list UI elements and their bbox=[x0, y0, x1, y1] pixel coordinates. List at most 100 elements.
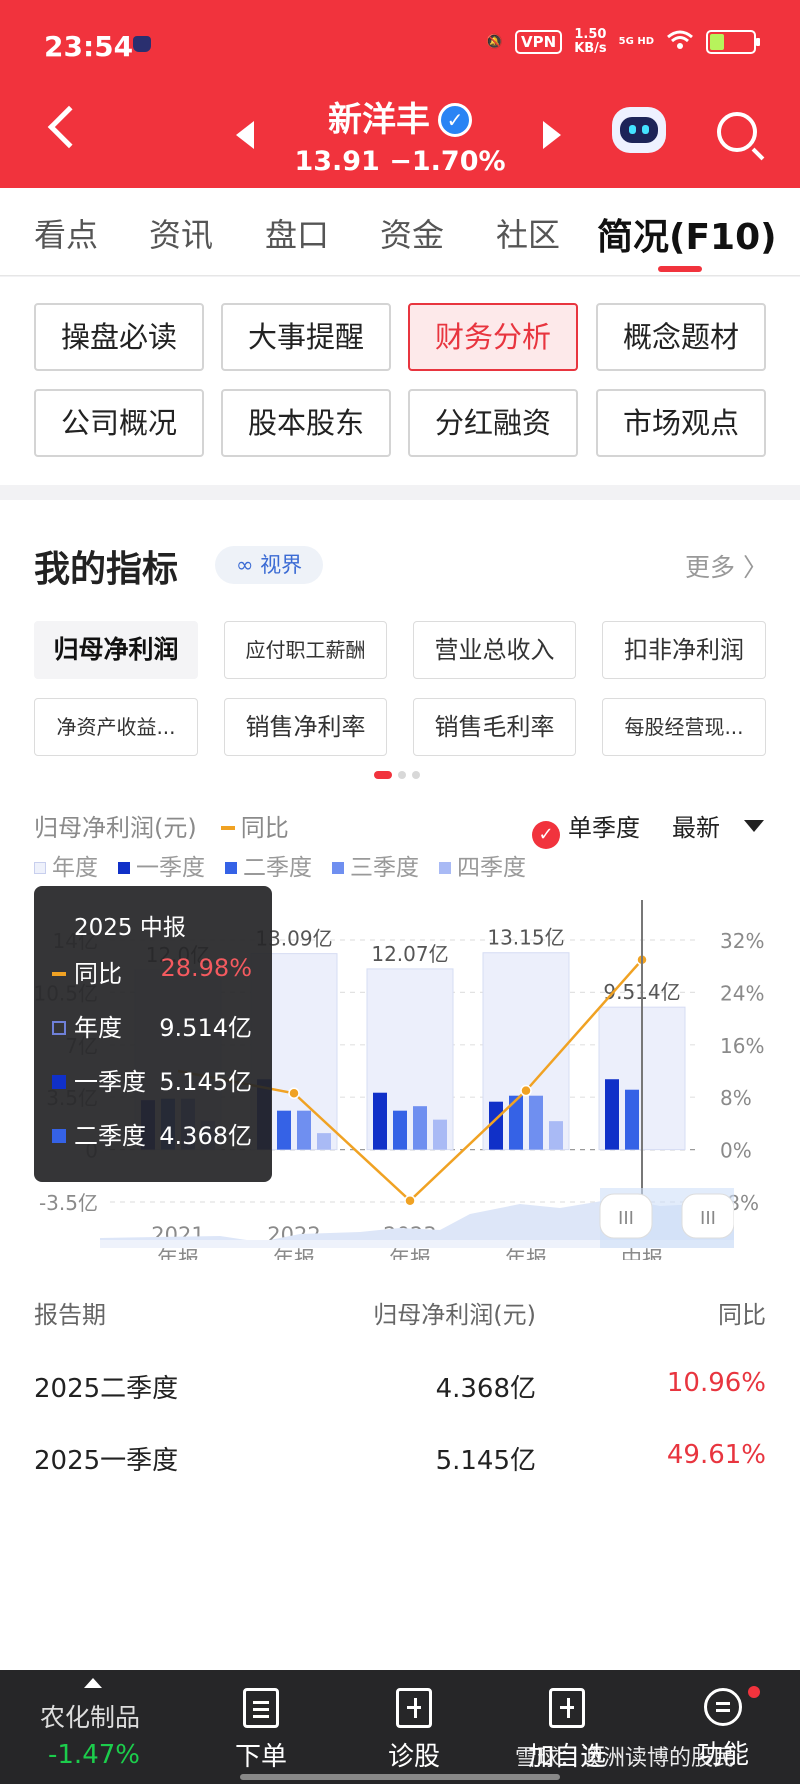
svg-text:III: III bbox=[700, 1208, 716, 1229]
tooltip-row-annual: 年度 9.514亿 bbox=[52, 1008, 266, 1043]
tooltip-row-q2: 二季度 4.368亿 bbox=[52, 1116, 266, 1151]
legend-q1: 一季度 bbox=[118, 848, 205, 882]
single-quarter-toggle[interactable]: ✓ 单季度 bbox=[532, 808, 640, 849]
tab-order-book[interactable]: 盘口 bbox=[265, 216, 330, 254]
menu-company-profile[interactable]: 公司概况 bbox=[34, 389, 204, 457]
menu-events[interactable]: 大事提醒 bbox=[221, 303, 391, 371]
next-stock-icon[interactable] bbox=[543, 121, 561, 149]
yoy-point bbox=[404, 1194, 416, 1207]
bar-quarter bbox=[317, 1133, 331, 1150]
chip-payroll[interactable]: 应付职工薪酬 bbox=[224, 621, 387, 679]
menu-market-views[interactable]: 市场观点 bbox=[596, 389, 766, 457]
diagnose-button[interactable]: 诊股 bbox=[359, 1688, 469, 1773]
bar-label: 12.07亿 bbox=[371, 942, 448, 966]
page-indicator bbox=[374, 771, 420, 779]
f10-menu: 操盘必读 大事提醒 财务分析 概念题材 公司概况 股本股东 分红融资 市场观点 bbox=[0, 277, 800, 485]
tab-community[interactable]: 社区 bbox=[496, 216, 561, 254]
legend-q2: 二季度 bbox=[225, 848, 312, 882]
mute-bell-icon: 🔕 bbox=[485, 34, 504, 50]
latest-dropdown[interactable]: 最新 bbox=[672, 814, 720, 842]
chip-gross-margin[interactable]: 销售毛利率 bbox=[413, 698, 576, 756]
legend-q3: 三季度 bbox=[332, 848, 419, 882]
chip-deducted-profit[interactable]: 扣非净利润 bbox=[602, 621, 766, 679]
x-tick-period: 年报 bbox=[157, 1247, 199, 1260]
add-icon bbox=[549, 1688, 585, 1728]
robot-assistant-icon[interactable] bbox=[612, 107, 666, 153]
chart-legend-top: 归母净利润(元) 同比 bbox=[34, 808, 289, 843]
bar-quarter bbox=[433, 1119, 447, 1150]
expand-up-icon[interactable] bbox=[84, 1678, 102, 1688]
yoy-point bbox=[520, 1084, 532, 1097]
stock-name: 新洋丰 bbox=[328, 100, 430, 140]
stock-quote: 13.91 −1.70% bbox=[294, 146, 506, 177]
chip-roe[interactable]: 净资产收益... bbox=[34, 698, 198, 756]
active-tab-indicator bbox=[658, 266, 702, 272]
status-icons: 🔕 VPN 1.50 KB/s 5G HD bbox=[485, 27, 760, 56]
y-tick-right: 24% bbox=[720, 981, 764, 1005]
y-tick-right: 32% bbox=[720, 929, 764, 953]
bar-quarter bbox=[373, 1092, 387, 1150]
bar-quarter bbox=[277, 1110, 291, 1150]
sector-change: -1.47% bbox=[48, 1740, 140, 1770]
bar-quarter bbox=[509, 1095, 523, 1150]
chip-revenue[interactable]: 营业总收入 bbox=[413, 621, 576, 679]
yoy-point bbox=[288, 1087, 300, 1100]
watermark: 雪球：澳洲读博的股民 bbox=[515, 1746, 736, 1771]
chip-operating-cash[interactable]: 每股经营现... bbox=[602, 698, 766, 756]
yoy-line-swatch bbox=[220, 826, 235, 830]
diagnose-icon bbox=[396, 1688, 432, 1728]
sector-name[interactable]: 农化制品 bbox=[40, 1703, 141, 1732]
yoy-label: 同比 bbox=[240, 814, 289, 842]
menu-icon bbox=[704, 1688, 742, 1726]
wifi-icon bbox=[666, 29, 694, 55]
menu-financial-analysis[interactable]: 财务分析 bbox=[408, 303, 578, 371]
status-time: 23:54 bbox=[44, 30, 134, 63]
home-indicator[interactable] bbox=[240, 1774, 560, 1780]
bar-quarter bbox=[529, 1095, 543, 1150]
legend-q4: 四季度 bbox=[439, 848, 526, 882]
network-speed: 1.50 KB/s bbox=[574, 27, 607, 56]
menu-concepts[interactable]: 概念题材 bbox=[596, 303, 766, 371]
vision-badge[interactable]: ∞ 视界 bbox=[215, 546, 323, 584]
prev-stock-icon[interactable] bbox=[236, 121, 254, 149]
order-button[interactable]: 下单 bbox=[206, 1688, 316, 1773]
indicator-card: 我的指标 ∞ 视界 更多 〉 归母净利润 应付职工薪酬 营业总收入 扣非净利润 … bbox=[0, 500, 800, 1670]
svg-text:III: III bbox=[618, 1208, 634, 1229]
tab-news[interactable]: 资讯 bbox=[149, 216, 214, 254]
add-watchlist-button[interactable]: 加自选 bbox=[512, 1688, 622, 1773]
stock-title: 新洋丰 ✓ bbox=[0, 92, 800, 141]
menu-must-read[interactable]: 操盘必读 bbox=[34, 303, 204, 371]
tab-highlights[interactable]: 看点 bbox=[34, 216, 99, 254]
search-icon[interactable] bbox=[717, 112, 757, 152]
vpn-badge: VPN bbox=[515, 30, 563, 54]
stock-header: 23:54 🔕 VPN 1.50 KB/s 5G HD 新洋丰 ✓ 13.91 −… bbox=[0, 0, 800, 188]
signal-label: 5G HD bbox=[618, 36, 654, 47]
tab-funds[interactable]: 资金 bbox=[380, 216, 445, 254]
chevron-down-icon[interactable] bbox=[744, 820, 764, 832]
bar-quarter bbox=[549, 1121, 563, 1150]
menu-shareholders[interactable]: 股本股东 bbox=[221, 389, 391, 457]
chart-tooltip: 2025 中报 同比 28.98% 年度 9.514亿 一季度 5.145亿 二季度 4… bbox=[34, 886, 272, 1182]
order-icon bbox=[243, 1688, 279, 1728]
menu-dividends[interactable]: 分红融资 bbox=[408, 389, 578, 457]
functions-button[interactable]: 功能 bbox=[668, 1688, 778, 1771]
tab-f10[interactable]: 简况(F10) bbox=[597, 217, 777, 258]
y-tick-right: 0% bbox=[720, 1139, 752, 1163]
chip-net-margin[interactable]: 销售净利率 bbox=[224, 698, 387, 756]
series-legend: 年度 一季度 二季度 三季度 四季度 bbox=[34, 848, 526, 882]
range-slider[interactable]: III III bbox=[100, 1188, 734, 1248]
verified-icon: ✓ bbox=[438, 103, 472, 137]
chip-net-profit[interactable]: 归母净利润 bbox=[34, 621, 198, 679]
x-tick-period: 中报 bbox=[621, 1247, 663, 1260]
legend-annual: 年度 bbox=[34, 848, 98, 882]
card-title: 我的指标 bbox=[34, 549, 179, 590]
status-bar: 23:54 🔕 VPN 1.50 KB/s 5G HD bbox=[0, 0, 800, 96]
x-tick-period: 年报 bbox=[505, 1247, 547, 1260]
checkmark-icon: ✓ bbox=[532, 821, 560, 849]
more-link[interactable]: 更多 〉 bbox=[685, 553, 768, 582]
metric-label: 归母净利润(元) bbox=[34, 814, 197, 842]
x-tick-period: 年报 bbox=[389, 1247, 431, 1260]
bar-label: 13.15亿 bbox=[487, 926, 564, 950]
slider-handle-right bbox=[681, 1193, 734, 1239]
